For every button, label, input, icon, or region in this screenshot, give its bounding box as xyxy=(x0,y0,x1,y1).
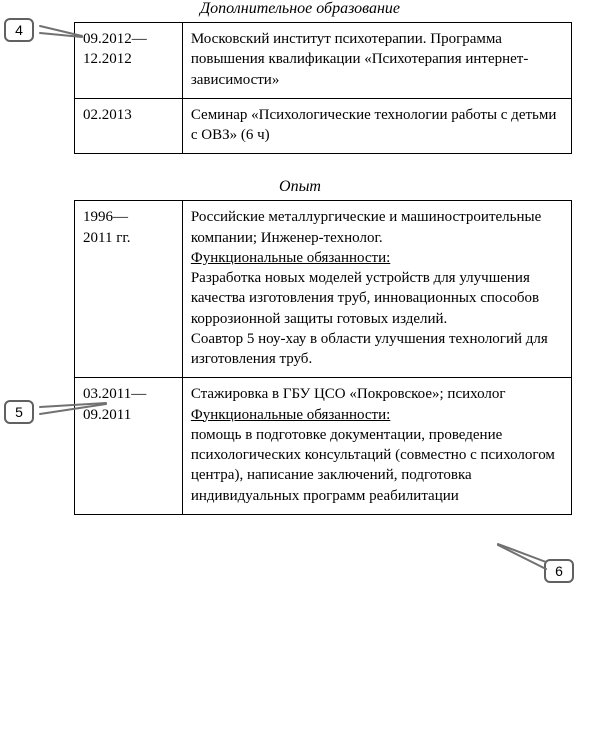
callout-4: 4 xyxy=(4,18,34,42)
callout-5-label: 5 xyxy=(4,400,34,424)
table-additional-education: 09.2012— 12.2012 Московский институт пси… xyxy=(74,22,572,154)
callout-6: 6 xyxy=(544,559,574,583)
table-experience: 1996— 2011 гг. Российские металлургическ… xyxy=(74,200,572,515)
section2-title: Опыт xyxy=(0,178,600,196)
cell-desc: Российские металлургические и машиностро… xyxy=(182,201,571,378)
table-row: 09.2012— 12.2012 Московский институт пси… xyxy=(75,23,572,99)
section-additional-education: Дополнительное образование 09.2012— 12.2… xyxy=(0,0,600,154)
cell-desc: Семинар «Психологические технологии рабо… xyxy=(182,98,571,154)
table-row: 1996— 2011 гг. Российские металлургическ… xyxy=(75,201,572,378)
duties-label: Функциональные обязанности: xyxy=(191,250,390,266)
cell-desc: Московский институт психотерапии. Програ… xyxy=(182,23,571,99)
cell-date: 1996— 2011 гг. xyxy=(75,201,183,378)
section-experience: Опыт 1996— 2011 гг. Российские металлург… xyxy=(0,178,600,515)
callout-4-label: 4 xyxy=(4,18,34,42)
duties-label: Функциональные обязанности: xyxy=(191,407,390,423)
callout-4-pointer xyxy=(40,22,90,44)
cell-date: 09.2012— 12.2012 xyxy=(75,23,183,99)
callout-6-pointer xyxy=(498,542,558,572)
section1-title: Дополнительное образование xyxy=(0,0,600,18)
cell-date: 03.2011— 09.2011 xyxy=(75,378,183,515)
table-row: 03.2011— 09.2011 Стажировка в ГБУ ЦСО «П… xyxy=(75,378,572,515)
callout-5: 5 xyxy=(4,400,34,424)
cell-desc: Стажировка в ГБУ ЦСО «Покровское»; психо… xyxy=(182,378,571,515)
cell-date: 02.2013 xyxy=(75,98,183,154)
callout-5-pointer xyxy=(40,406,110,430)
table-row: 02.2013 Семинар «Психологические техноло… xyxy=(75,98,572,154)
